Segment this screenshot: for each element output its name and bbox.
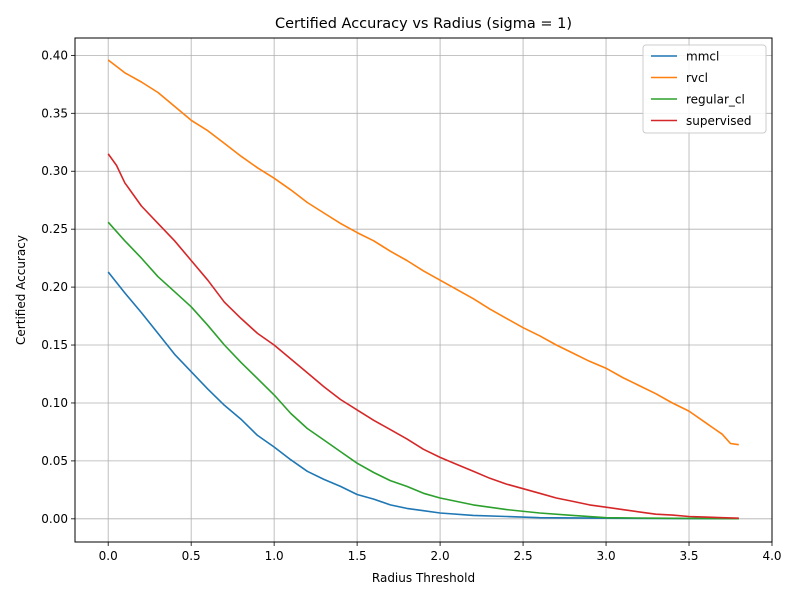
y-tick-label: 0.25	[41, 222, 68, 236]
x-tick-label: 1.0	[265, 549, 284, 563]
legend-label: rvcl	[686, 71, 708, 85]
legend-label: regular_cl	[686, 93, 745, 107]
y-axis-label: Certified Accuracy	[14, 235, 28, 345]
x-tick-label: 4.0	[762, 549, 781, 563]
series-line-supervised	[107, 153, 739, 519]
y-tick-label: 0.30	[41, 164, 68, 178]
plot-frame	[74, 37, 773, 543]
y-tick-label: 0.10	[41, 396, 68, 410]
chart-title: Certified Accuracy vs Radius (sigma = 1)	[275, 16, 572, 32]
legend: mmcl rvcl regular_cl supervised	[642, 44, 767, 134]
x-tick-label: 0.5	[182, 549, 201, 563]
y-tick-label: 0.35	[41, 106, 68, 120]
y-tick-label: 0.05	[41, 454, 68, 468]
legend-box	[642, 44, 767, 134]
y-tick-label: 0.00	[41, 512, 68, 526]
series-line-mmcl	[107, 271, 739, 520]
y-tick-label: 0.40	[41, 48, 68, 62]
x-tick-label: 1.5	[348, 549, 367, 563]
y-tick-label: 0.15	[41, 338, 68, 352]
x-tick-label: 0.0	[99, 549, 118, 563]
x-tick-label: 2.0	[431, 549, 450, 563]
x-tick-label: 3.5	[679, 549, 698, 563]
x-axis-label: Radius Threshold	[372, 571, 475, 585]
axis-ticks: 0.0 0.5 1.0 1.5 2.0 2.5 3.0 3.5 4.0 0.00 0.05 0.10 0…	[41, 48, 781, 563]
series-lines	[107, 59, 739, 520]
x-tick-label: 2.5	[514, 549, 533, 563]
series-line-rvcl	[107, 59, 739, 446]
series-line-regular-cl	[107, 221, 739, 520]
y-tick-label: 0.20	[41, 280, 68, 294]
x-tick-label: 3.0	[597, 549, 616, 563]
legend-label: mmcl	[686, 50, 719, 64]
legend-label: supervised	[686, 114, 751, 128]
